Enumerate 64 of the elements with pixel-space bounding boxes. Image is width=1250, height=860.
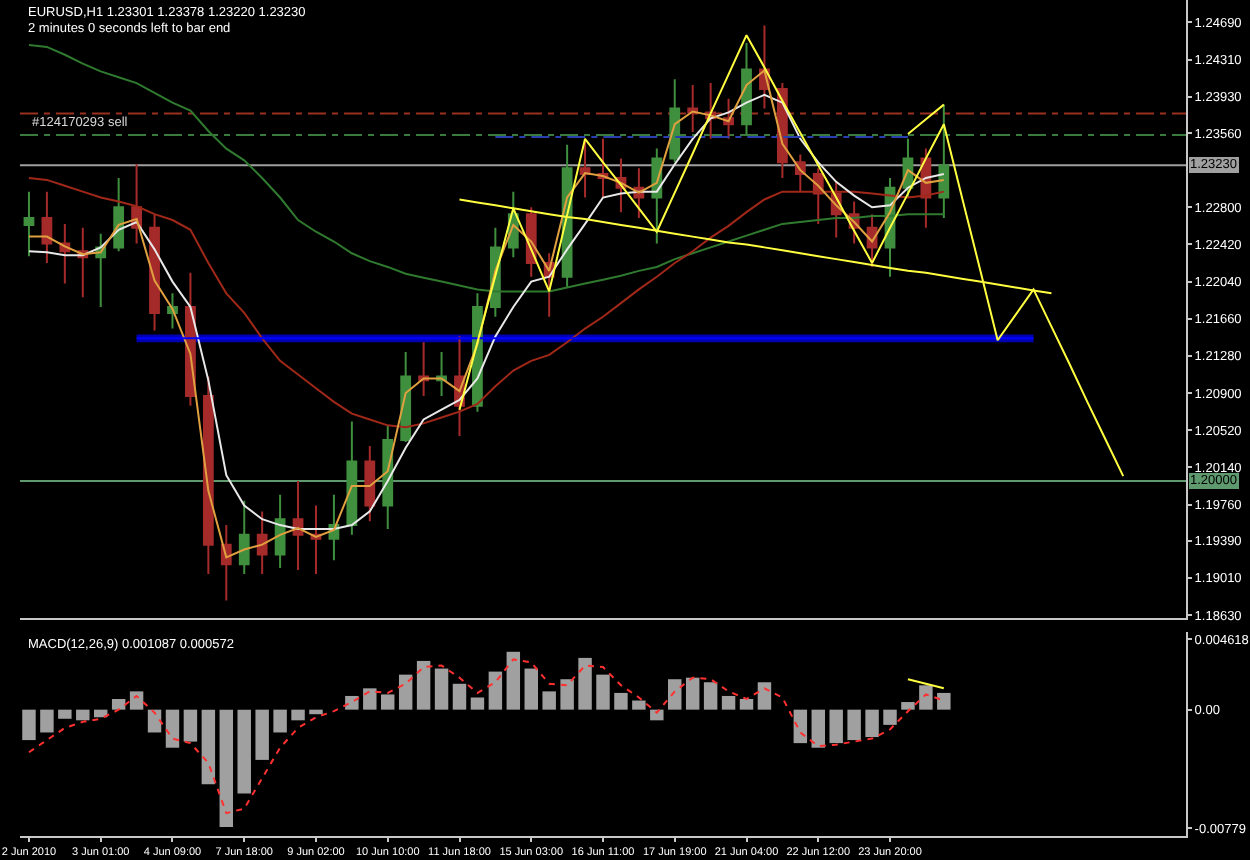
- bar: [416, 660, 431, 710]
- bar: [685, 677, 700, 710]
- bar: [76, 709, 90, 721]
- bar: [273, 709, 287, 733]
- candlestick: [202, 375, 214, 575]
- bar: [650, 709, 664, 721]
- bar: [542, 691, 556, 710]
- bar: [470, 697, 485, 710]
- bar: [883, 709, 897, 725]
- bar: [919, 685, 933, 710]
- bar: [847, 709, 861, 741]
- bar: [309, 709, 323, 715]
- candlestick: [418, 341, 430, 398]
- bar: [452, 683, 467, 710]
- bar: [578, 657, 592, 710]
- candlestick: [41, 190, 53, 265]
- bar: [40, 709, 54, 733]
- line-series: [27, 658, 945, 815]
- bar: [398, 674, 413, 710]
- bar: [901, 702, 915, 710]
- bar: [488, 671, 503, 710]
- candlestick: [938, 103, 950, 220]
- bar: [255, 709, 269, 760]
- bar: [183, 709, 198, 742]
- bar: [201, 709, 216, 785]
- bar: [363, 688, 377, 710]
- bar: [632, 700, 646, 710]
- candlestick: [274, 493, 286, 570]
- bar: [165, 709, 180, 748]
- bar: [381, 694, 395, 710]
- candlestick: [238, 499, 250, 575]
- bar: [129, 691, 144, 710]
- bar: [757, 682, 772, 710]
- bar: [865, 709, 879, 738]
- bar: [58, 709, 72, 719]
- bar: [111, 699, 126, 710]
- bar: [596, 674, 610, 710]
- bar: [345, 695, 359, 710]
- candlestick: [23, 190, 35, 258]
- bar: [506, 651, 521, 710]
- bar: [703, 682, 718, 710]
- bar: [739, 699, 754, 710]
- candlestick: [741, 42, 752, 136]
- bar: [811, 709, 825, 748]
- bar: [434, 668, 449, 710]
- bar: [793, 709, 808, 744]
- candlestick: [579, 137, 591, 199]
- bar: [237, 709, 251, 794]
- candlestick: [292, 480, 304, 572]
- bar: [668, 679, 682, 710]
- bar: [560, 679, 574, 710]
- bar: [829, 709, 843, 744]
- candlestick: [256, 510, 268, 575]
- bar: [614, 692, 628, 710]
- bar: [22, 709, 36, 741]
- bar: [937, 692, 951, 710]
- candlestick: [364, 444, 376, 523]
- candlestick: [346, 420, 358, 536]
- line-series: [458, 34, 1125, 478]
- bar: [721, 695, 736, 710]
- line-series: [27, 176, 945, 429]
- bar: [524, 668, 538, 710]
- bar: [291, 709, 305, 721]
- bar: [219, 709, 234, 827]
